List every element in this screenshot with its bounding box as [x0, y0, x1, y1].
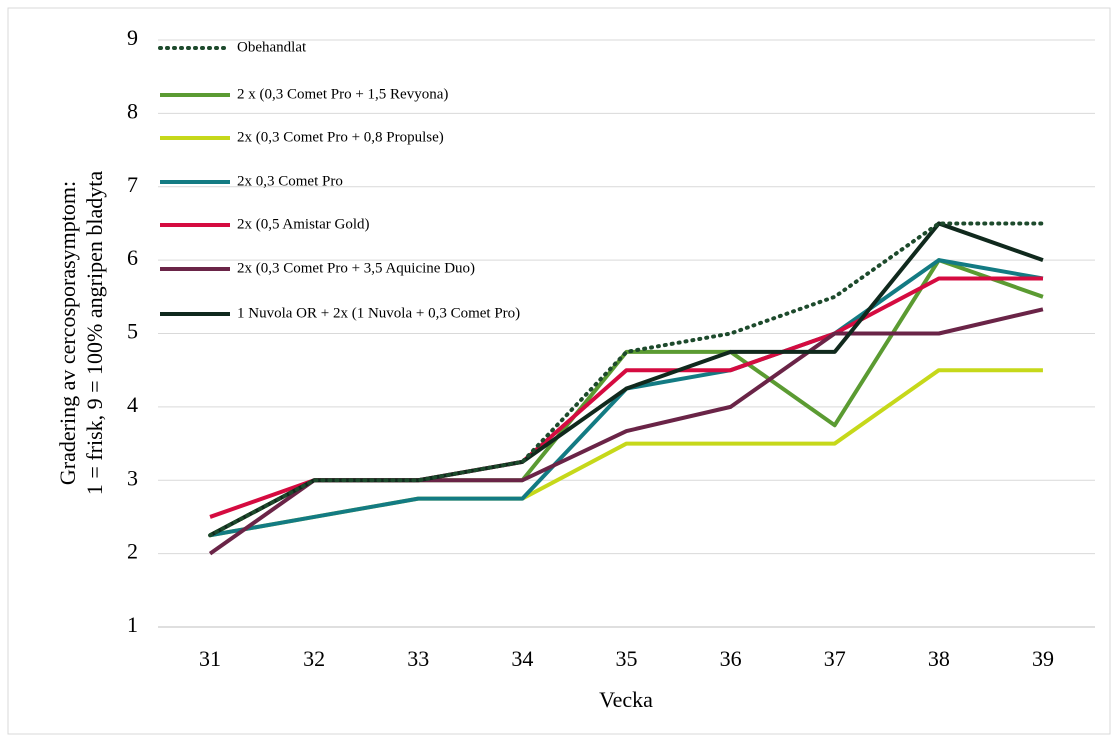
x-tick-label: 33: [407, 646, 429, 671]
y-tick-label: 5: [127, 319, 138, 344]
x-tick-label: 31: [199, 646, 221, 671]
x-tick-label: 34: [511, 646, 533, 671]
x-tick-label: 32: [303, 646, 325, 671]
legend-label: 1 Nuvola OR + 2x (1 Nuvola + 0,3 Comet P…: [237, 305, 520, 321]
y-axis-label: Gradering av cercosporasymptom: 1 = fris…: [55, 171, 107, 495]
legend-label: 2x 0,3 Comet Pro: [237, 173, 343, 189]
series-line: [208, 221, 1045, 538]
y-tick-label: 7: [127, 172, 138, 197]
y-axis-label-line: 1 = frisk, 9 = 100% angripen bladyta: [82, 171, 107, 495]
x-tick-label: 37: [824, 646, 846, 671]
y-tick-label: 3: [127, 465, 138, 490]
x-tick-label: 35: [616, 646, 638, 671]
x-tick-label: 36: [720, 646, 742, 671]
x-tick-label: 39: [1032, 646, 1054, 671]
y-tick-label: 1: [127, 612, 138, 637]
y-tick-label: 6: [127, 245, 138, 270]
chart-border: [7, 7, 1111, 735]
y-axis-label-line: Gradering av cercosporasymptom:: [55, 181, 80, 485]
legend-label: 2x (0,3 Comet Pro + 0,8 Propulse): [237, 129, 444, 145]
x-tick-label: 38: [928, 646, 950, 671]
legend-label: Obehandlat: [237, 39, 307, 55]
legend-label: 2x (0,3 Comet Pro + 3,5 Aquicine Duo): [237, 260, 475, 276]
legend-label: 2x (0,5 Amistar Gold): [237, 216, 370, 232]
y-tick-label: 4: [127, 392, 138, 417]
legend-label: 2 x (0,3 Comet Pro + 1,5 Revyona): [237, 86, 448, 102]
y-tick-label: 2: [127, 539, 138, 564]
y-tick-label: 9: [127, 25, 138, 50]
x-axis-label: Vecka: [599, 687, 653, 712]
y-tick-label: 8: [127, 98, 138, 123]
